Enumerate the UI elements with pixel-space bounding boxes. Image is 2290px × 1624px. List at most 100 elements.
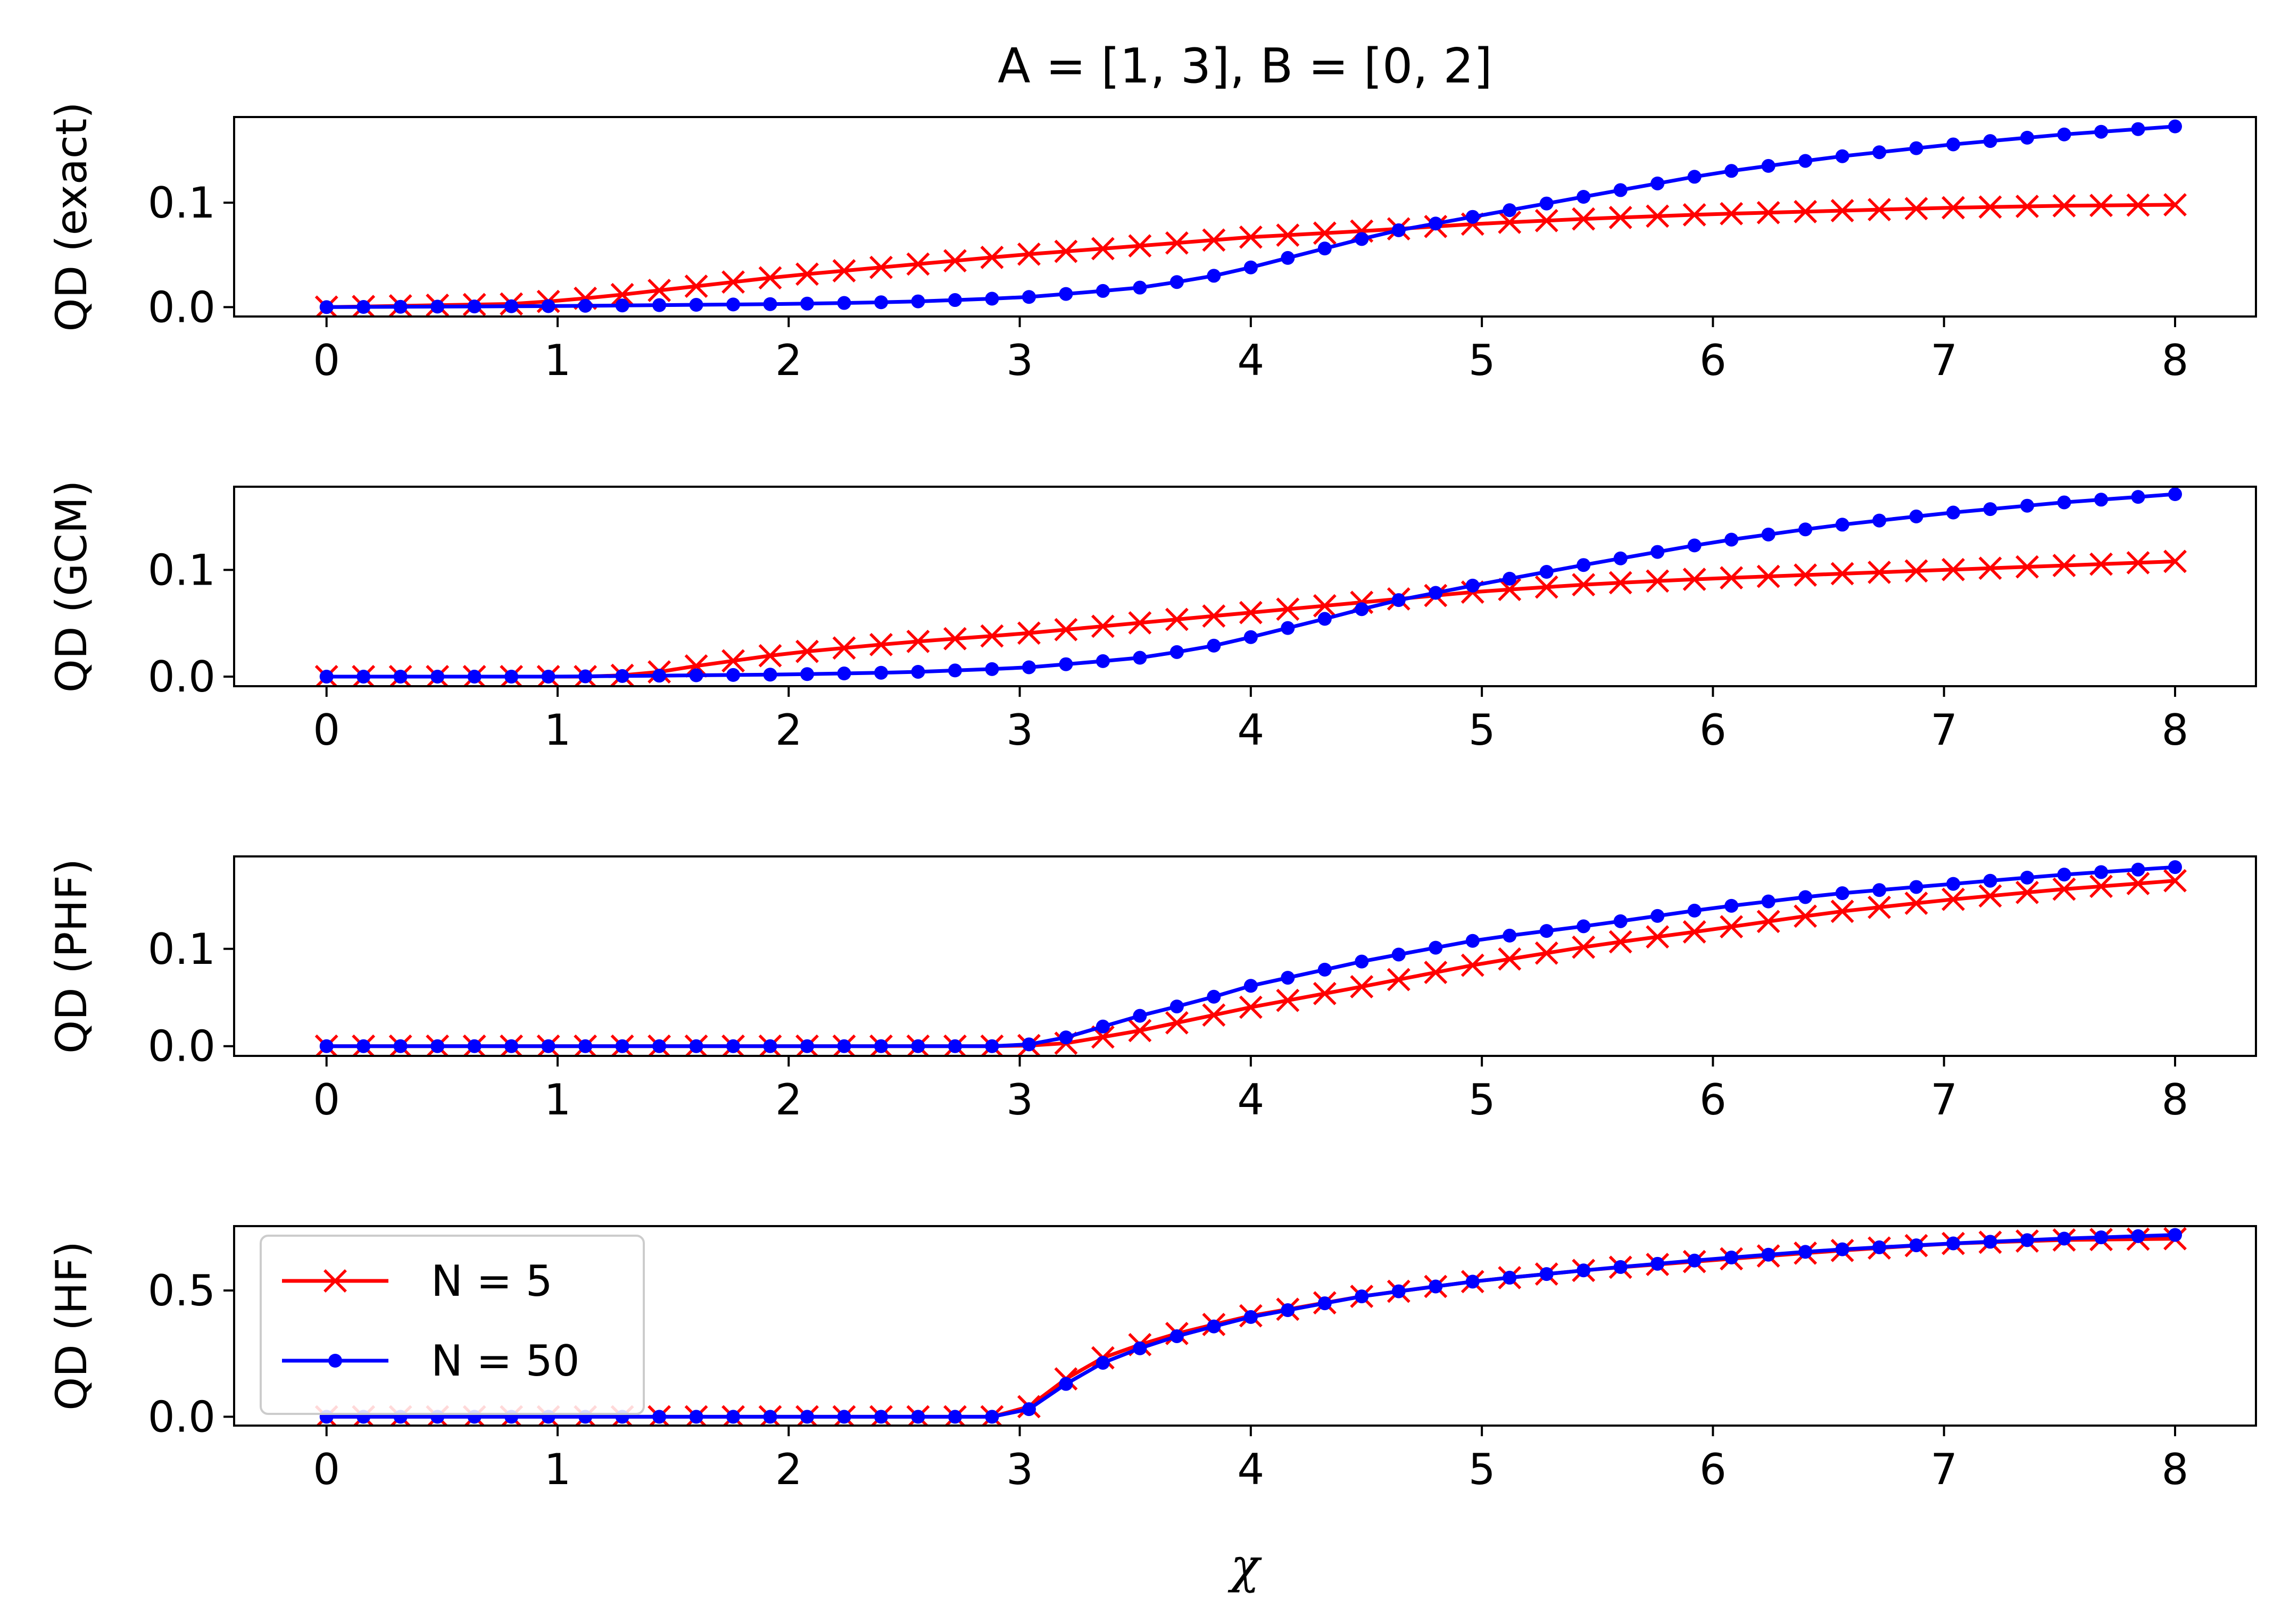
data-point bbox=[1650, 1256, 1665, 1271]
x-tick-label: 6 bbox=[1699, 1075, 1727, 1125]
data-point bbox=[837, 296, 851, 310]
plot-area bbox=[314, 487, 2187, 686]
data-point bbox=[869, 255, 893, 279]
data-point bbox=[430, 1039, 445, 1053]
data-point bbox=[2126, 551, 2150, 574]
data-point bbox=[1096, 1355, 1110, 1370]
series-n5 bbox=[314, 549, 2187, 686]
x-axis-label: χ bbox=[1227, 1538, 1262, 1594]
data-point bbox=[911, 664, 925, 679]
series-n50 bbox=[319, 860, 2182, 1053]
data-point bbox=[1946, 1236, 1961, 1251]
data-point bbox=[1650, 909, 1665, 923]
data-point bbox=[1355, 1289, 1369, 1304]
data-point bbox=[906, 629, 930, 653]
data-point bbox=[1904, 197, 1928, 221]
subplot-4: 0 1 2 3 4 5 6 7 8 0.0 0.5 QD (HF) N = 5 N = 50 bbox=[47, 1225, 2257, 1494]
data-point bbox=[1317, 962, 1332, 977]
plot-area bbox=[314, 1227, 2187, 1426]
data-point bbox=[1429, 216, 1443, 231]
x-tick-label: 8 bbox=[2162, 336, 2189, 385]
data-point bbox=[393, 669, 408, 684]
data-point bbox=[800, 1039, 815, 1053]
data-point bbox=[1794, 199, 1818, 223]
data-point bbox=[1054, 239, 1078, 263]
data-point bbox=[2052, 554, 2076, 578]
data-point bbox=[615, 669, 629, 683]
data-point bbox=[1355, 954, 1369, 969]
data-point bbox=[1169, 645, 1184, 659]
data-point bbox=[356, 300, 371, 314]
x-tick-label: 2 bbox=[775, 1445, 802, 1494]
x-tick-label: 5 bbox=[1468, 1075, 1496, 1125]
data-point bbox=[1281, 621, 1295, 635]
data-point bbox=[1207, 269, 1221, 283]
x-tick-label: 4 bbox=[1237, 336, 1264, 385]
x-tick-label: 8 bbox=[2162, 1075, 2189, 1125]
x-tick-label: 7 bbox=[1930, 1075, 1957, 1125]
y-tick-label: 0.1 bbox=[148, 545, 215, 595]
data-point bbox=[1868, 198, 1891, 222]
data-point bbox=[980, 624, 1004, 648]
data-point bbox=[1133, 280, 1147, 295]
data-point bbox=[1498, 578, 1522, 602]
data-point bbox=[1835, 886, 1849, 901]
data-point bbox=[1941, 557, 1965, 581]
x-tick-label: 4 bbox=[1237, 705, 1264, 755]
data-point bbox=[1313, 594, 1337, 618]
data-point bbox=[1355, 602, 1369, 617]
data-point bbox=[758, 644, 782, 668]
subplot-1: 0 1 2 3 4 5 6 7 8 0.0 0.1 QD (exact) bbox=[47, 102, 2257, 385]
data-point bbox=[1391, 223, 1406, 237]
data-point bbox=[1756, 564, 1780, 588]
data-point bbox=[1169, 1000, 1184, 1014]
data-point bbox=[1465, 210, 1480, 224]
data-point bbox=[874, 1410, 888, 1424]
x-tick-label: 5 bbox=[1468, 336, 1496, 385]
data-point bbox=[504, 1039, 519, 1053]
data-point bbox=[1909, 141, 1923, 155]
data-point bbox=[906, 252, 930, 276]
data-point bbox=[689, 1410, 703, 1424]
data-point bbox=[1503, 928, 1517, 943]
x-tick-label: 6 bbox=[1699, 1445, 1727, 1494]
data-point bbox=[2020, 1233, 2035, 1247]
data-point bbox=[985, 662, 999, 676]
data-point bbox=[1022, 1037, 1036, 1052]
data-point bbox=[319, 1039, 334, 1053]
data-point bbox=[615, 1039, 629, 1053]
data-point bbox=[948, 663, 962, 678]
data-point bbox=[1608, 571, 1632, 595]
data-point bbox=[1239, 995, 1263, 1019]
data-point bbox=[1798, 522, 1813, 537]
data-point bbox=[1424, 961, 1448, 984]
data-point bbox=[943, 249, 967, 273]
data-point bbox=[2094, 865, 2109, 879]
data-point bbox=[2015, 555, 2039, 579]
axes-frame bbox=[233, 1225, 2257, 1427]
data-point bbox=[2020, 498, 2035, 513]
data-point bbox=[763, 668, 777, 682]
data-point bbox=[2168, 1228, 2182, 1242]
data-point bbox=[985, 1410, 999, 1424]
data-point bbox=[2015, 880, 2039, 904]
legend: N = 5 N = 50 bbox=[260, 1235, 645, 1415]
data-point bbox=[1650, 176, 1665, 190]
x-tick-label: 7 bbox=[1930, 336, 1957, 385]
data-point bbox=[578, 1039, 593, 1053]
data-point bbox=[832, 636, 856, 660]
data-point bbox=[1207, 1319, 1221, 1334]
data-point bbox=[1059, 287, 1073, 301]
legend-entry: N = 50 bbox=[282, 1336, 580, 1386]
data-point bbox=[837, 1410, 851, 1424]
data-point bbox=[1391, 593, 1406, 607]
data-point bbox=[1313, 221, 1337, 245]
data-point bbox=[541, 669, 555, 684]
data-point bbox=[1724, 164, 1739, 178]
data-point bbox=[763, 1039, 777, 1053]
legend-marker bbox=[323, 1269, 347, 1293]
legend-marker bbox=[328, 1354, 342, 1368]
data-point bbox=[1133, 1341, 1147, 1355]
data-point bbox=[1387, 968, 1410, 992]
data-point bbox=[1281, 1303, 1295, 1317]
